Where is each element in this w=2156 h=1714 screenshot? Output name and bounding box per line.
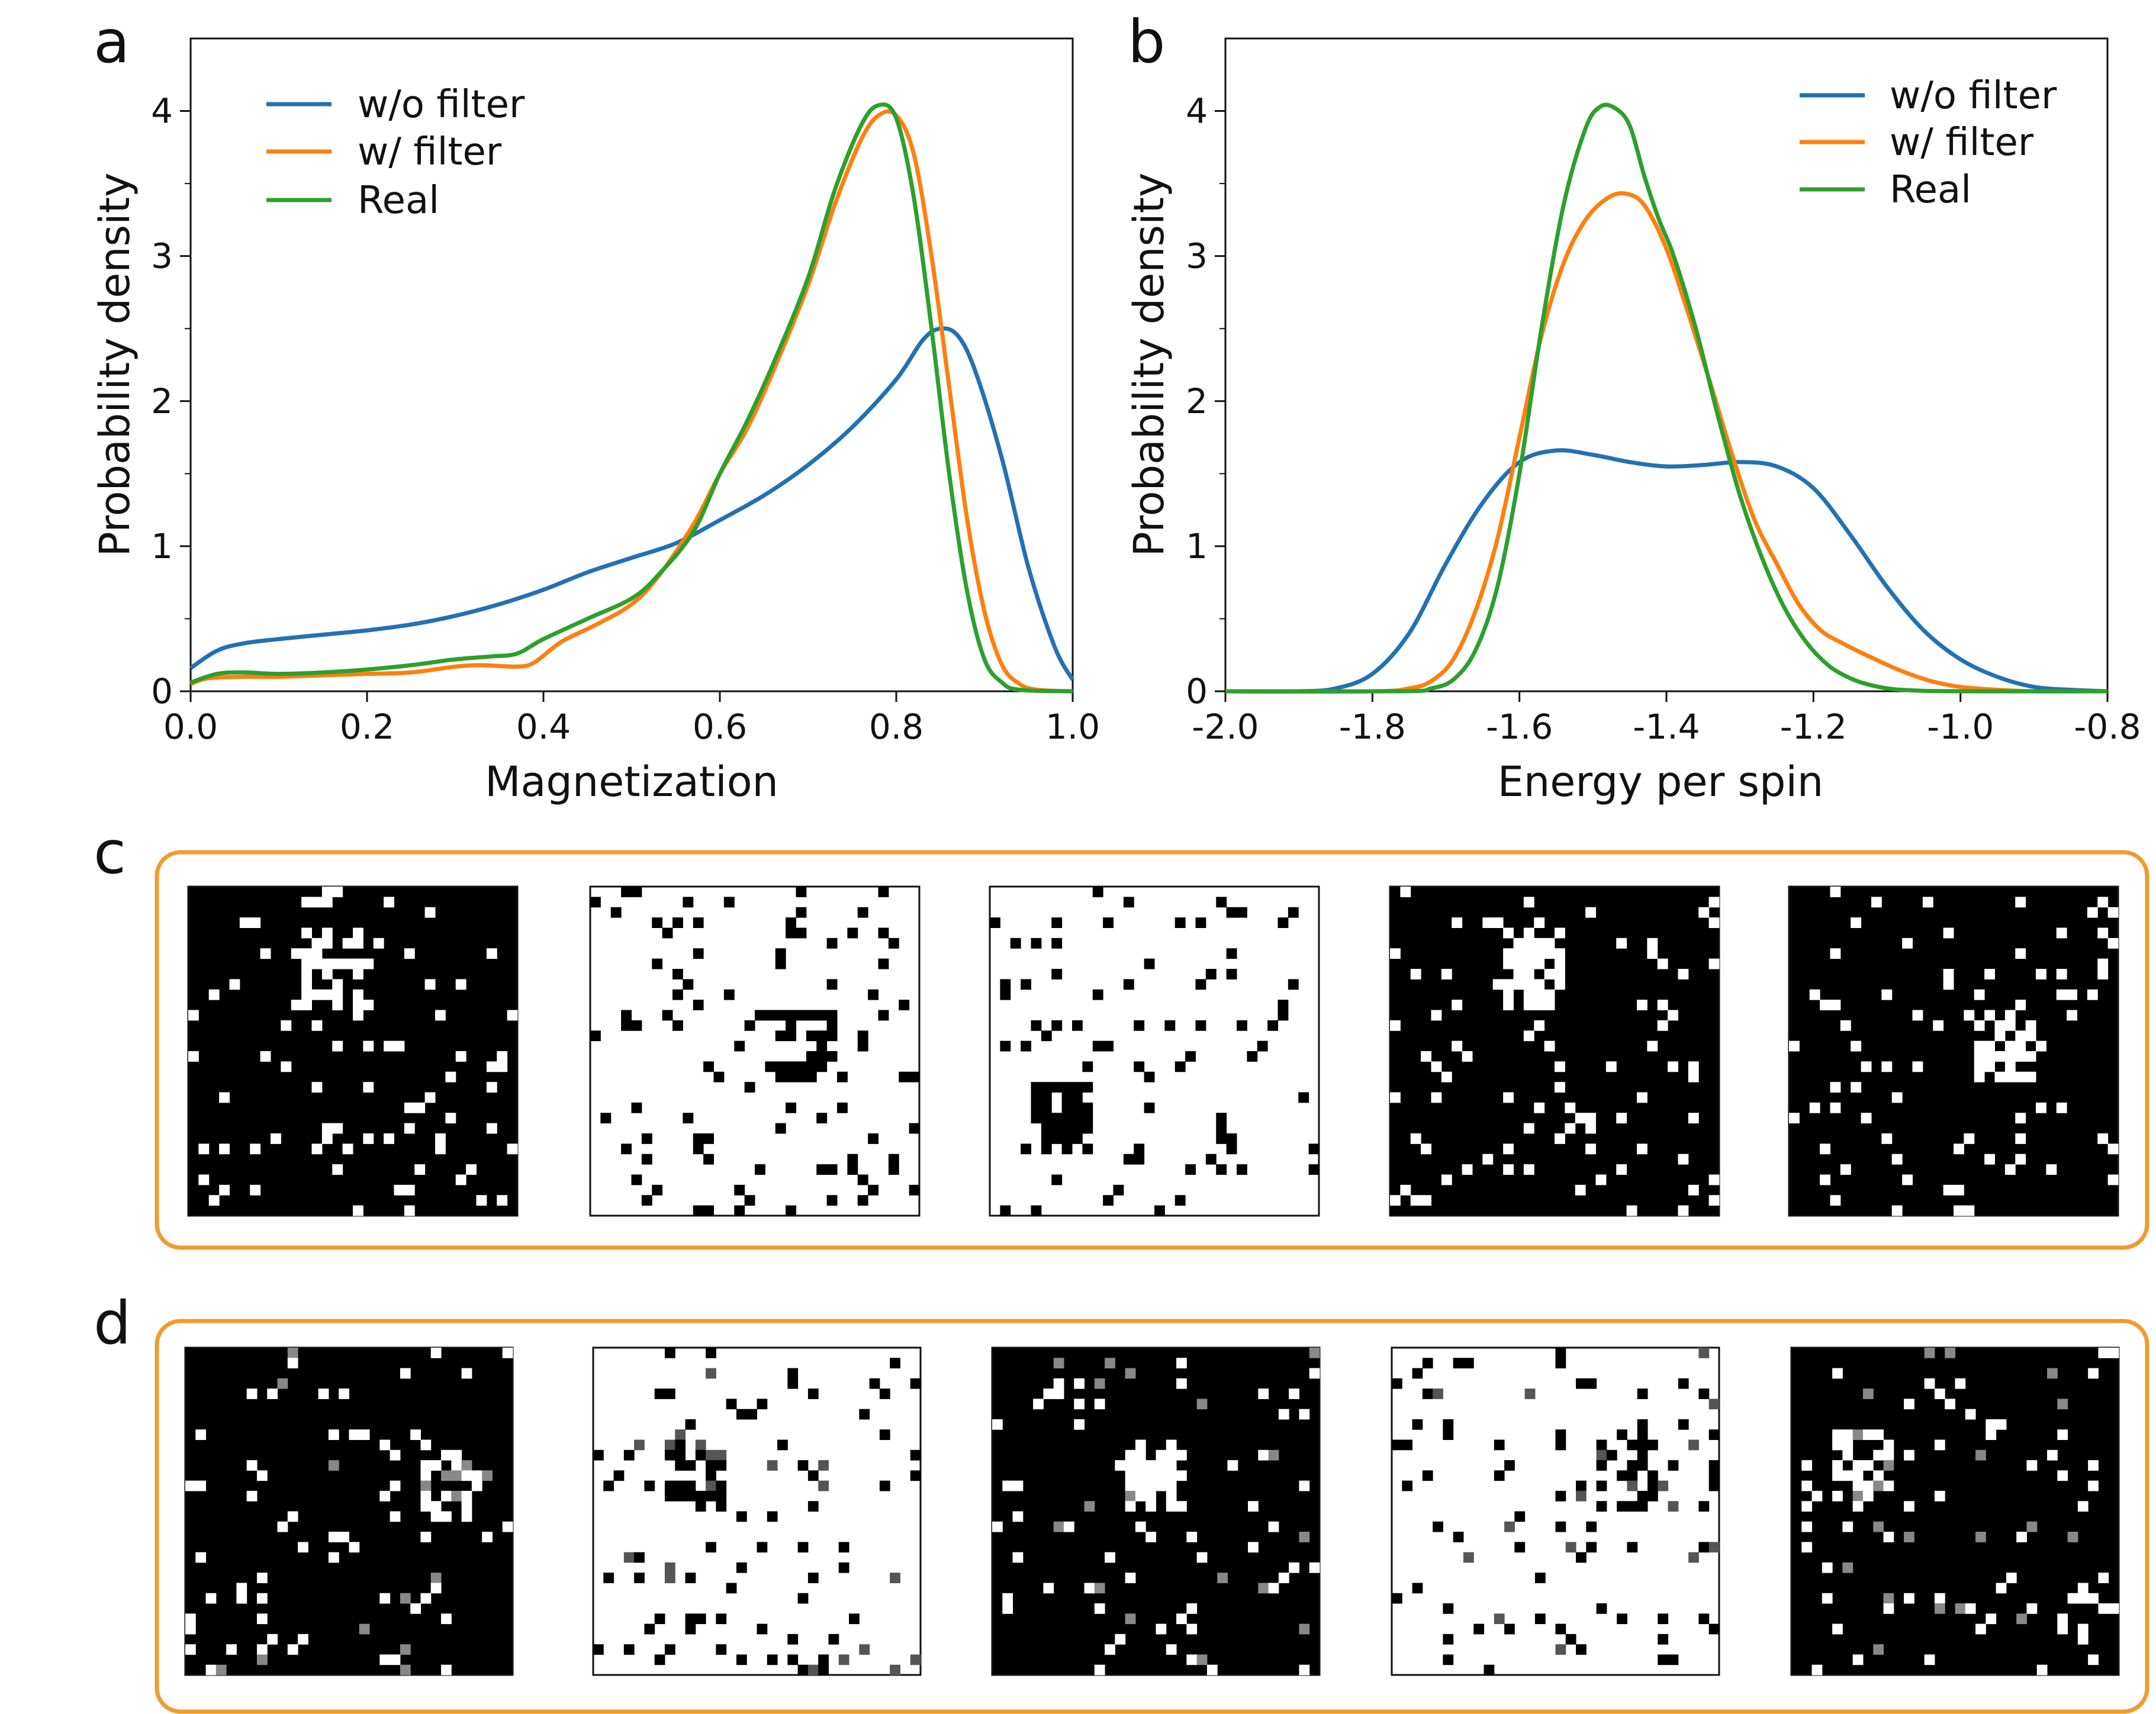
- chart-b-legend: w/o filter w/ filter Real: [1800, 74, 2057, 212]
- legend-b-label-w-filter: w/ filter: [1890, 121, 2034, 165]
- xtick-label: -1.2: [1780, 707, 1847, 747]
- ytick-label: 3: [1186, 236, 1208, 276]
- ytick-label: 2: [151, 381, 173, 421]
- ytick-label: 1: [1186, 526, 1208, 566]
- ytick-label: 3: [151, 236, 173, 276]
- xtick-label: 0.8: [869, 707, 923, 747]
- xtick-label: 0.0: [163, 707, 218, 747]
- series-line-w-filter: [189, 109, 1073, 694]
- ytick-label: 2: [1186, 381, 1208, 421]
- chart-a-magnetization: 0.0 0.2 0.4 0.6 0.8 1.0 0 1 2 3 4 Magnetization P…: [91, 37, 1100, 806]
- xtick-label: -1.8: [1339, 707, 1406, 747]
- xtick-label: 0.6: [693, 707, 747, 747]
- chart-b-xticks: -2.0 -1.8 -1.6 -1.4 -1.2 -1.0 -0.8: [1192, 691, 2141, 747]
- chart-a-ylabel: Probability density: [91, 173, 139, 557]
- spin-lattice: [1788, 885, 2119, 1217]
- spin-lattice: [1389, 885, 1720, 1217]
- chart-a-legend: w/o filter w/ filter Real: [266, 83, 525, 223]
- legend-a-label-wo-filter: w/o filter: [358, 83, 525, 127]
- ytick-label: 0: [1186, 671, 1208, 711]
- chart-a-xticks: 0.0 0.2 0.4 0.6 0.8 1.0: [163, 691, 1100, 747]
- spin-lattice: [1790, 1346, 2120, 1676]
- series-line-real: [189, 102, 1073, 694]
- chart-a-lines: [189, 102, 1075, 694]
- ytick-label: 1: [151, 526, 173, 566]
- spin-lattice: [1391, 1346, 1720, 1676]
- chart-b-ylabel: Probability density: [1125, 173, 1173, 557]
- ytick-label: 4: [1186, 91, 1208, 131]
- panel-c-frame: [155, 850, 2149, 1250]
- panel-c-spin-configurations: [187, 885, 2119, 1217]
- chart-b-lines: [1225, 102, 2108, 694]
- xtick-label: -2.0: [1192, 707, 1259, 747]
- panel-label-a: a: [94, 7, 130, 76]
- series-line-w-o-filter: [189, 326, 1075, 681]
- legend-a-label-w-filter: w/ filter: [358, 130, 502, 174]
- panel-label-c: c: [94, 818, 126, 887]
- series-line-w-o-filter: [1225, 448, 2108, 694]
- xtick-label: -0.8: [2074, 707, 2141, 747]
- legend-a-label-real: Real: [358, 179, 439, 223]
- spin-lattice: [991, 1346, 1321, 1676]
- spin-lattice: [187, 885, 519, 1217]
- xtick-label: -1.6: [1486, 707, 1553, 747]
- spin-lattice: [184, 1346, 514, 1676]
- legend-b-label-wo-filter: w/o filter: [1890, 74, 2057, 118]
- xtick-label: 0.4: [516, 707, 571, 747]
- ytick-label: 4: [151, 91, 173, 131]
- xtick-label: -1.4: [1633, 707, 1700, 747]
- legend-b-label-real: Real: [1890, 168, 1971, 212]
- panel-label-d: d: [94, 1288, 131, 1358]
- xtick-label: -1.0: [1927, 707, 1994, 747]
- chart-a-yticks: 0 1 2 3 4: [151, 91, 191, 711]
- series-line-real: [1225, 102, 2108, 694]
- xtick-label: 0.2: [340, 707, 394, 747]
- series-line-w-filter: [1225, 191, 2108, 694]
- spin-lattice: [592, 1346, 922, 1676]
- ytick-label: 0: [151, 671, 173, 711]
- chart-a-frame: [189, 37, 1074, 692]
- chart-b-yticks: 0 1 2 3 4: [1186, 91, 1225, 711]
- panel-d-spin-configurations: [184, 1346, 2120, 1676]
- spin-lattice: [989, 885, 1320, 1217]
- chart-a-xlabel: Magnetization: [485, 758, 778, 806]
- panel-d-frame: [155, 1319, 2149, 1714]
- panel-label-b: b: [1128, 7, 1165, 76]
- chart-b-energy: -2.0 -1.8 -1.6 -1.4 -1.2 -1.0 -0.8 0 1 2 3 4 Energ…: [1125, 37, 2141, 806]
- spin-lattice: [589, 885, 921, 1217]
- chart-b-xlabel: Energy per spin: [1498, 758, 1824, 806]
- xtick-label: 1.0: [1045, 707, 1100, 747]
